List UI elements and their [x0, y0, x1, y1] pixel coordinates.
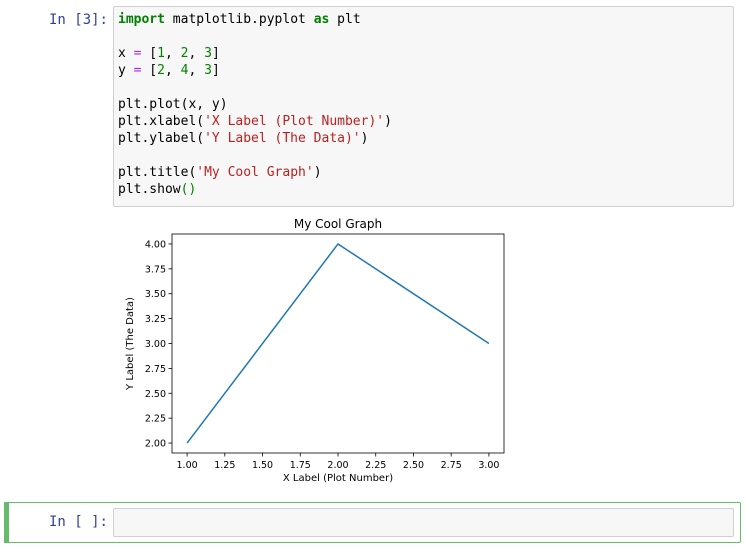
y-tick-label: 4.00 [145, 239, 166, 250]
code-line: plt.ylabel('Y Label (The Data)') [118, 130, 392, 147]
x-tick-label: 3.00 [478, 460, 499, 471]
y-tick-label: 2.75 [145, 364, 166, 375]
code-token: 3 [204, 63, 212, 78]
code-line: y = [2, 4, 3] [118, 62, 392, 79]
code-line: plt.xlabel('X Label (Plot Number)') [118, 113, 392, 130]
code-token: ) [313, 165, 322, 180]
code-line [118, 147, 392, 164]
x-tick-label: 1.75 [290, 460, 311, 471]
cell-1-output: My Cool Graph 1.00 1.25 1.50 1.75 2.00 2.25 2.5… [113, 210, 533, 490]
code-token: x [118, 46, 134, 61]
code-token: = [133, 63, 142, 78]
code-token: as [313, 12, 330, 27]
y-tick-label: 3.75 [145, 264, 166, 275]
code-token: y [118, 63, 134, 78]
x-tick-label: 1.50 [252, 460, 273, 471]
data-series-line [186, 243, 490, 444]
code-line [118, 28, 392, 45]
code-token: ) [384, 114, 392, 129]
x-tick-label: 2.25 [365, 460, 386, 471]
code-token: ) [360, 131, 369, 146]
y-tick-label: 2.50 [145, 389, 166, 400]
y-tick-label: 3.50 [145, 289, 166, 300]
cell-1-prompt: In [3]: [48, 12, 108, 28]
code-token: = [133, 46, 142, 61]
code-token: plt.ylabel( [118, 131, 205, 146]
x-tick-label: 1.25 [214, 460, 235, 471]
code-token: matplotlib.pyplot [164, 12, 314, 27]
code-token: , [164, 46, 181, 61]
code-token: , [188, 46, 205, 61]
code-line: import matplotlib.pyplot as plt [118, 11, 392, 28]
code-token: 2 [180, 46, 189, 61]
code-token: 'Y Label (The Data)' [204, 131, 361, 146]
x-tick-label: 2.00 [327, 460, 348, 471]
code-token: plt.title( [118, 165, 197, 180]
x-tick-label: 2.75 [441, 460, 462, 471]
code-token: [ [141, 46, 158, 61]
code-token: plt.show [118, 182, 181, 197]
y-tick-label: 2.25 [145, 414, 166, 425]
code-token: plt [329, 12, 361, 27]
code-token: 'X Label (Plot Number)' [204, 114, 385, 129]
x-tick-label: 1.00 [177, 460, 198, 471]
code-token: plt.plot(x, y) [118, 97, 228, 112]
code-token: 4 [180, 63, 189, 78]
y-tick-label: 3.00 [145, 339, 166, 350]
code-token: ] [211, 46, 220, 61]
code-token: , [188, 63, 205, 78]
code-line: plt.plot(x, y) [118, 96, 392, 113]
code-token: 2 [157, 63, 165, 78]
cell-2-code-editor[interactable] [113, 508, 734, 537]
code-token: , [164, 63, 181, 78]
cell-2-selection-bar [4, 502, 9, 543]
line-chart: My Cool Graph 1.00 1.25 1.50 1.75 2.00 2.25 2.5… [125, 217, 505, 484]
chart-title: My Cool Graph [294, 217, 382, 231]
cell-1-code-editor[interactable]: import matplotlib.pyplot as plt x = [1, … [113, 6, 734, 207]
x-axis-label: X Label (Plot Number) [283, 473, 393, 484]
code-token: plt.xlabel( [118, 114, 205, 129]
y-tick-label: 3.25 [145, 314, 166, 325]
code-token: () [180, 182, 197, 197]
code-token: import [118, 12, 165, 27]
code-token: [ [141, 63, 158, 78]
code-token: 3 [204, 46, 212, 61]
code-line: plt.show() [118, 181, 392, 198]
y-tick-label: 2.00 [145, 439, 166, 450]
code-line [118, 79, 392, 96]
cell-1-code[interactable]: import matplotlib.pyplot as plt x = [1, … [118, 11, 392, 198]
code-token: 'My Cool Graph' [196, 165, 314, 180]
plot-frame [171, 233, 505, 454]
code-line: x = [1, 2, 3] [118, 45, 392, 62]
code-token: ] [211, 63, 220, 78]
x-tick-label: 2.50 [403, 460, 424, 471]
y-axis-label: Y Label (The Data) [125, 297, 136, 391]
code-token: 1 [157, 46, 165, 61]
code-line: plt.title('My Cool Graph') [118, 164, 392, 181]
cell-2-prompt: In [ ]: [48, 514, 108, 530]
